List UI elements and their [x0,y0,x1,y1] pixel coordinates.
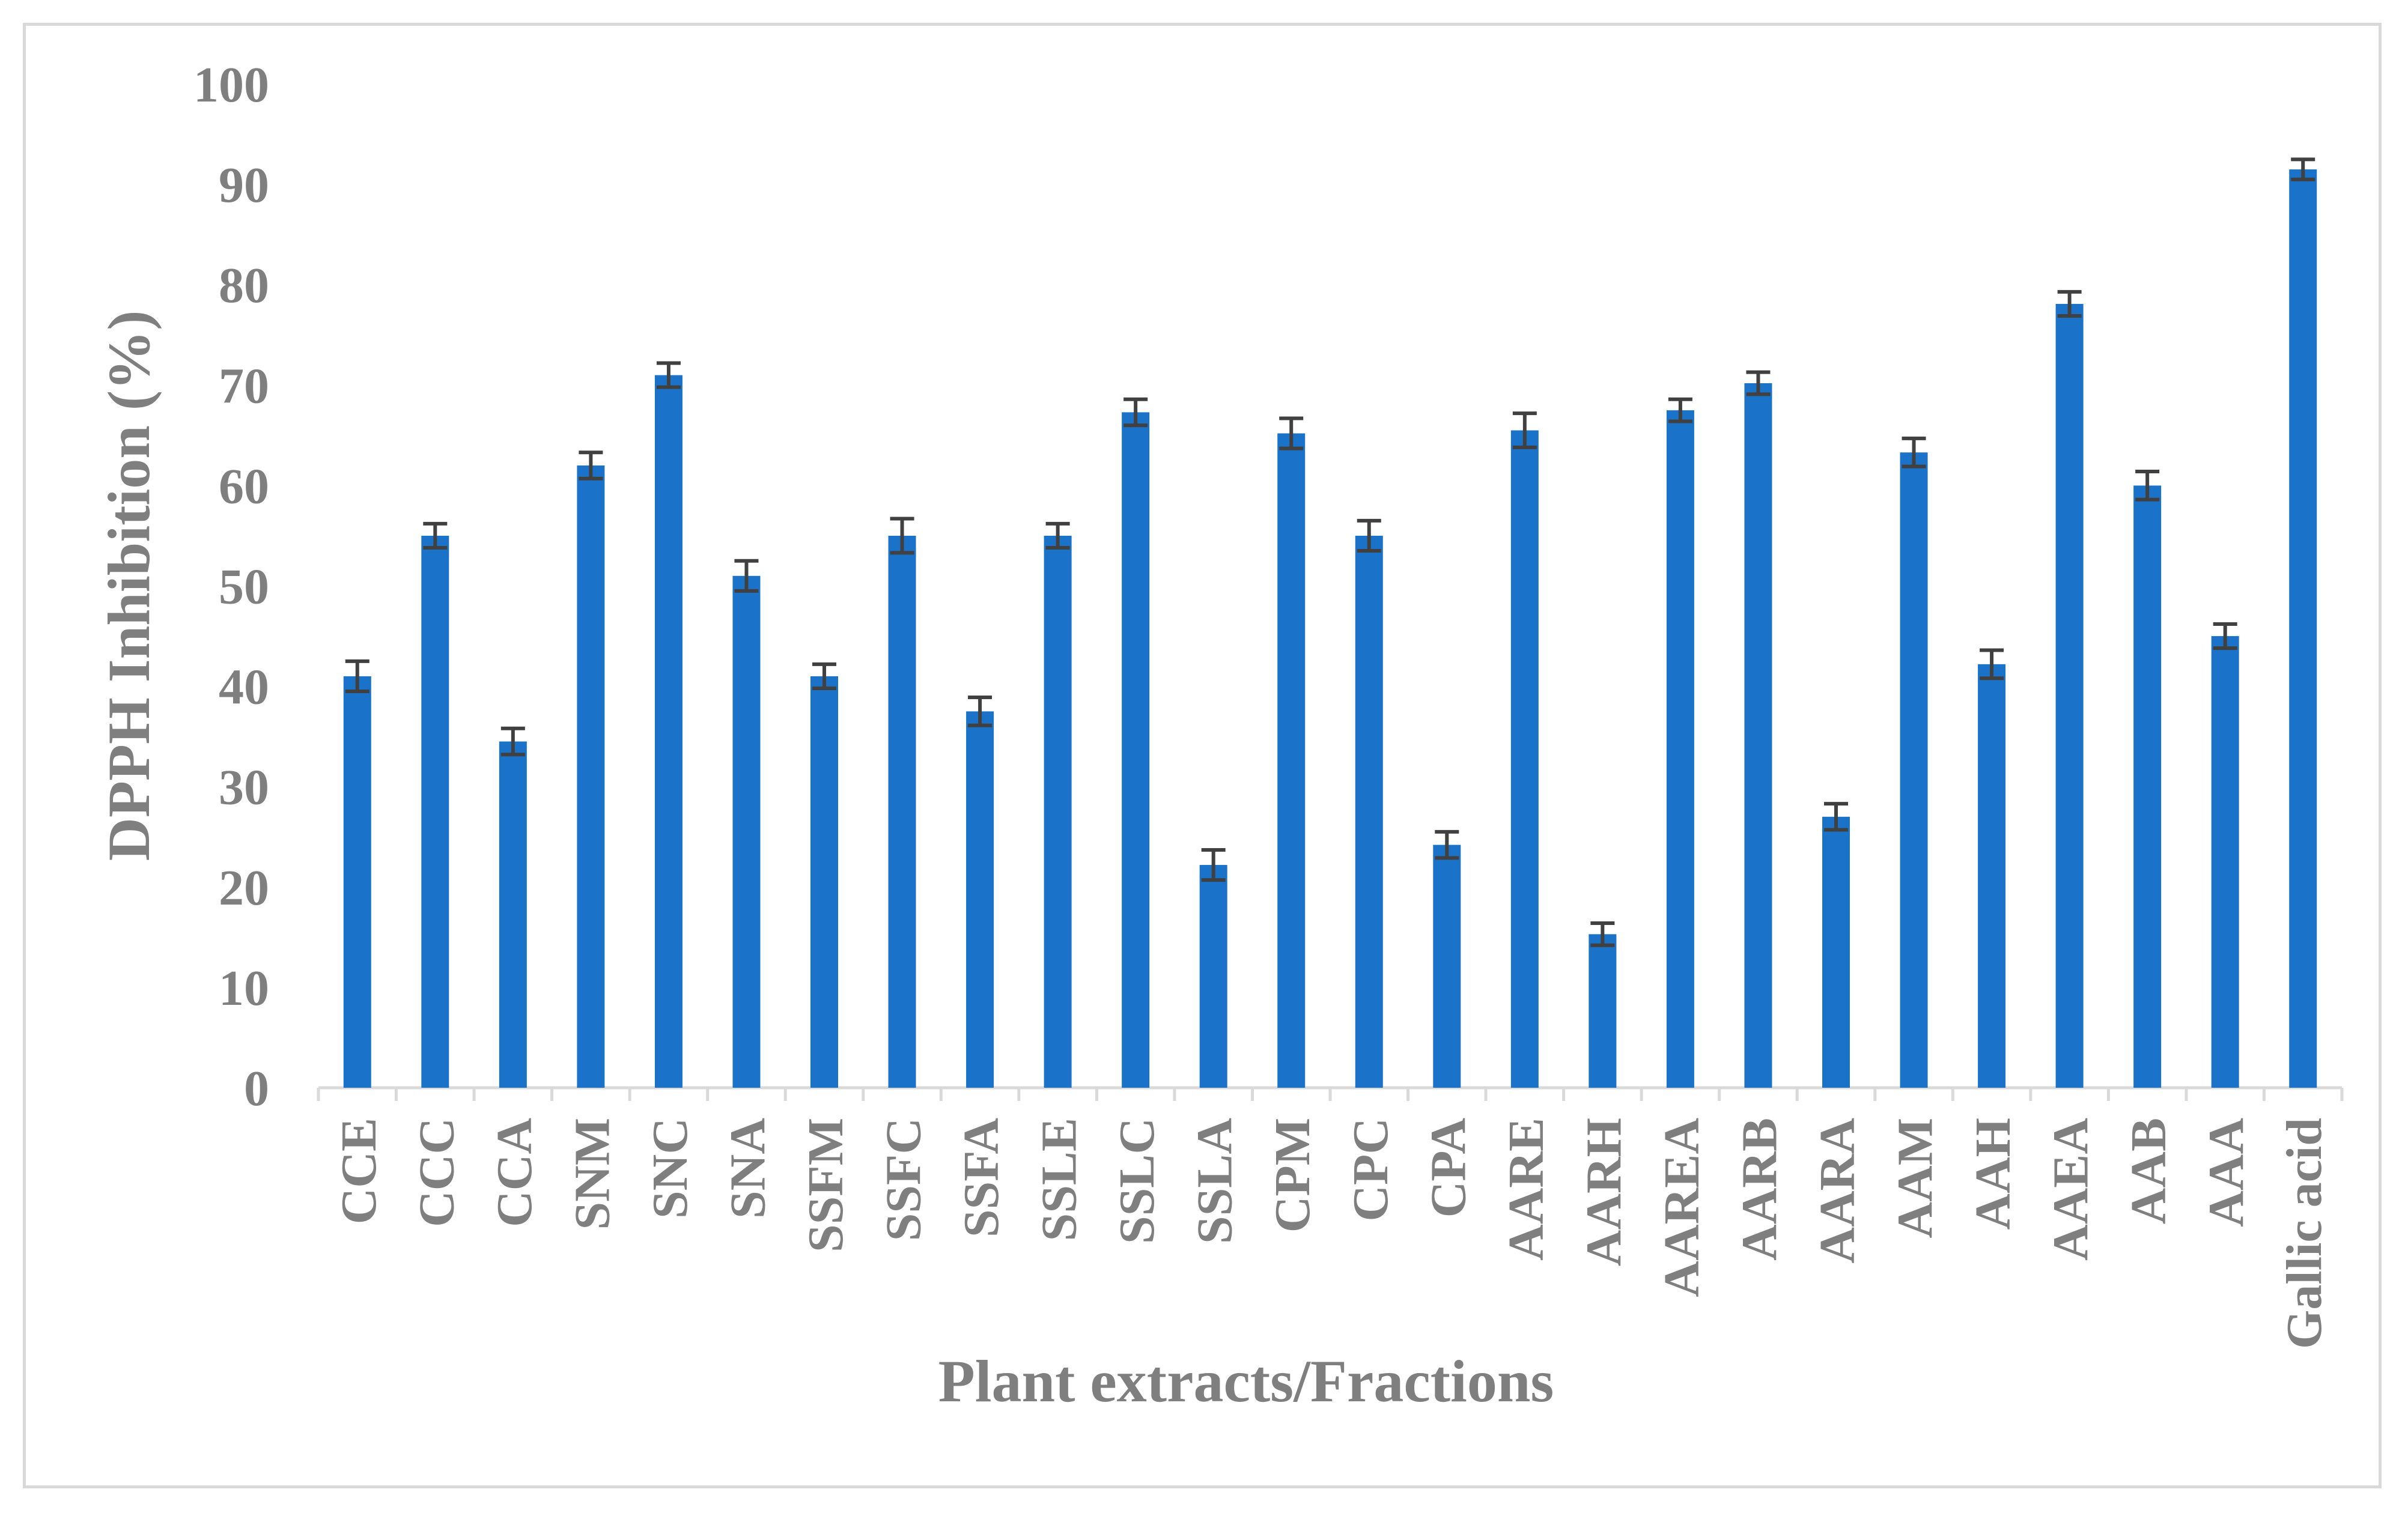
error-bar-gallic-acid [2291,157,2315,181]
bar-aara [1822,816,1850,1088]
y-tick-label-90: 90 [219,157,269,213]
x-axis-tick-marks [317,1088,2344,1101]
bar-sna [732,575,761,1088]
y-tick-label-70: 70 [219,358,269,414]
error-bar-aara [1824,802,1848,832]
x-tick-label-cpa: CPA [1420,1118,1476,1218]
x-tick-label-aarh: AARH [1576,1118,1632,1266]
error-bar-cpm [1279,416,1304,450]
error-bar-aarh [1590,921,1615,947]
x-tick-label-ssfm: SSFM [798,1118,854,1252]
bar-aaea [2055,303,2084,1088]
bar-cpm [1277,433,1306,1088]
bar-aarb [1744,383,1772,1088]
x-tick-label-snc: SNC [642,1118,698,1219]
x-tick-label-snm: SNM [564,1118,620,1230]
x-tick-label-aah: AAH [1965,1118,2021,1230]
y-axis-title: DPPH Inhibition (%) [96,311,162,861]
y-tick-label-0: 0 [244,1061,269,1117]
bar-ccc [421,535,449,1088]
x-tick-label-aare: AARE [1498,1118,1554,1261]
bar-snc [654,375,683,1088]
error-bar-ssfc [890,517,914,555]
bar-cpc [1355,535,1383,1088]
error-bar-aah [1980,648,2004,681]
bar-aah [1978,664,2006,1088]
bar-ssfm [810,676,838,1088]
y-axis-ticks: 0 10 20 30 40 50 60 70 80 90 100 [193,57,269,1117]
x-tick-label-cce: CCE [331,1118,387,1224]
error-bar-snm [579,450,603,481]
y-tick-label-30: 30 [219,760,269,816]
x-tick-label-gallic-acid: Gallic acid [2276,1118,2332,1349]
error-bar-cpa [1435,829,1459,860]
x-tick-label-cca: CCA [487,1118,543,1227]
x-tick-label-ssfc: SSFC [876,1118,932,1241]
error-bar-ssla [1201,847,1226,882]
x-tick-label-aaa: AAA [2199,1118,2255,1227]
x-tick-label-sslc: SSLC [1109,1118,1165,1244]
error-bar-cca [500,726,525,757]
y-tick-label-50: 50 [219,559,269,615]
x-axis-tick-labels: CCE CCC CCA SNM SNC SNA SSFM SSFC SSFA SSLE SSLC SS… [331,1118,2332,1349]
x-tick-label-ssfa: SSFA [953,1118,1009,1238]
bar-aarea [1666,410,1694,1088]
bar-ssle [1044,535,1072,1088]
error-bar-sna [734,559,759,593]
y-tick-label-10: 10 [219,960,269,1016]
x-tick-label-aarb: AARB [1732,1118,1787,1261]
error-bar-ccc [423,521,448,550]
y-tick-label-80: 80 [219,258,269,314]
x-tick-label-aam: AAM [1888,1118,1944,1239]
error-bar-snc [656,361,681,389]
x-tick-label-ssle: SSLE [1032,1118,1087,1242]
bar-gallic-acid [2289,169,2317,1088]
bar-ssla [1199,865,1227,1088]
x-axis-title: Plant extracts/Fractions [938,1348,1554,1414]
bar-series [343,169,2317,1088]
y-tick-label-100: 100 [193,57,269,113]
y-tick-label-40: 40 [219,659,269,715]
x-tick-label-ccc: CCC [409,1118,464,1227]
error-bar-aam [1902,436,1926,468]
x-tick-label-sna: SNA [720,1118,776,1219]
error-bar-aarea [1668,397,1692,423]
error-bar-aaea [2057,290,2082,318]
x-tick-label-aara: AARA [1810,1118,1865,1264]
bar-aam [1900,452,1928,1088]
bar-cce [343,676,371,1088]
x-tick-label-cpm: CPM [1265,1118,1321,1233]
bar-aaa [2211,636,2239,1088]
bar-cca [499,741,527,1088]
error-bar-aare [1512,411,1537,449]
x-tick-label-cpc: CPC [1343,1118,1399,1222]
bar-aare [1510,430,1539,1088]
error-bar-aaa [2213,622,2237,650]
bar-aab [2133,485,2162,1088]
error-bar-cpc [1357,518,1381,553]
y-tick-label-60: 60 [219,458,269,514]
bar-snm [577,465,605,1088]
x-tick-label-aarea: AAREA [1654,1118,1710,1297]
error-bar-cce [345,659,369,693]
bar-cpa [1433,844,1461,1088]
error-bar-aab [2135,470,2160,502]
bar-ssfa [966,711,994,1088]
bar-sslc [1122,412,1150,1088]
error-bar-ssfm [812,662,836,690]
error-bars [345,157,2315,947]
y-tick-label-20: 20 [219,860,269,916]
x-tick-label-aaea: AAEA [2043,1118,2099,1261]
error-bar-ssfa [968,695,993,727]
x-tick-label-ssla: SSLA [1187,1118,1243,1244]
bar-aarh [1589,934,1617,1088]
error-bar-sslc [1123,397,1148,428]
error-bar-ssle [1045,521,1070,550]
error-bar-aarb [1746,370,1771,396]
bar-ssfc [888,535,916,1088]
x-tick-label-aab: AAB [2121,1118,2177,1224]
